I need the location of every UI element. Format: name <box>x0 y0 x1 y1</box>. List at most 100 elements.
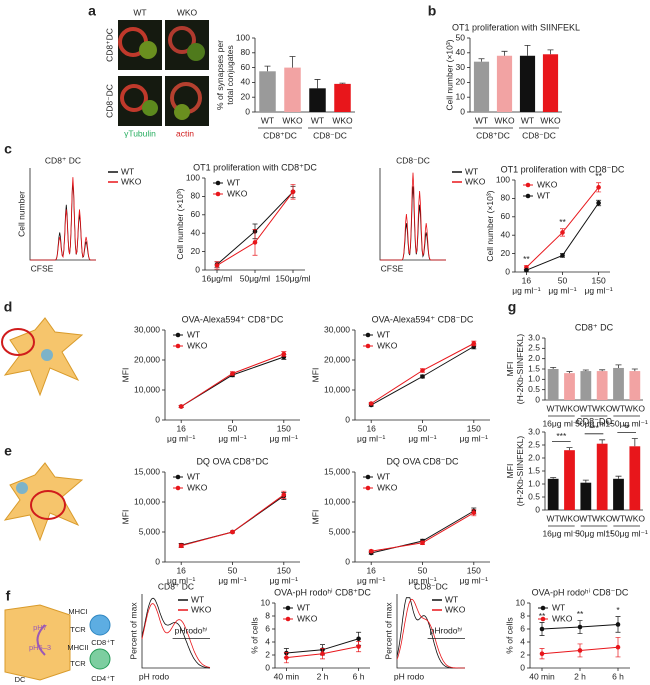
histogram <box>396 598 465 669</box>
error-bar <box>582 479 589 483</box>
x-tick-label: 50 <box>228 565 238 575</box>
axis <box>379 168 446 261</box>
histogram <box>380 186 446 261</box>
panel-letter: g <box>508 299 517 315</box>
group-label: CD8⁺DC <box>263 130 297 140</box>
legend-label: WKO <box>377 482 398 492</box>
y-tick-label: 10,000 <box>324 384 350 394</box>
error-bar <box>582 369 589 372</box>
column-label: WT <box>133 7 146 17</box>
y-tick-label: 100 <box>186 172 200 182</box>
row-label: CD8⁺DC <box>104 28 114 62</box>
point <box>368 548 374 554</box>
series-line <box>181 495 285 546</box>
y-tick-label: 8 <box>520 610 525 620</box>
x-tick-label: 16 <box>366 423 376 433</box>
flow-title: CD8⁻DC <box>414 581 448 591</box>
y-tick-label: 80 <box>191 191 201 201</box>
y-tick-label: 2.0 <box>528 353 540 363</box>
panel-letter: c <box>4 141 12 157</box>
y-tick-label: 8 <box>265 610 270 620</box>
legend-marker <box>540 605 546 611</box>
diagram-label: CD4⁺T <box>91 674 115 683</box>
annotation: ** <box>623 422 630 432</box>
x-unit-label: μg ml⁻¹ <box>460 433 488 443</box>
x-unit-label: μg ml⁻¹ <box>357 575 385 585</box>
nucleus <box>16 482 28 494</box>
x-tick-label: 16μg/ml <box>202 273 233 283</box>
histogram <box>141 597 210 669</box>
bar <box>334 83 351 112</box>
x-unit-label: μg ml⁻¹ <box>270 433 298 443</box>
y-tick-label: 2.5 <box>528 439 540 449</box>
group-label: CD8⁻DC <box>313 130 347 140</box>
point <box>178 404 184 409</box>
y-tick-label: 5,000 <box>139 526 161 536</box>
series-line <box>371 510 475 554</box>
y-axis-label: % of synapses per <box>215 40 225 110</box>
y-tick-label: 0 <box>535 504 540 514</box>
error-bar <box>631 368 638 372</box>
diagram-label: TCR <box>70 625 86 634</box>
chart-title: OVA-Alexa594⁺ CD8⁻DC <box>372 314 474 324</box>
bar <box>309 88 326 112</box>
x-tick-label: 16 <box>176 423 186 433</box>
y-tick-label: 0 <box>505 266 510 276</box>
x-unit-label: μg ml⁻¹ <box>218 575 246 585</box>
x-unit-label: μg ml⁻¹ <box>357 433 385 443</box>
axis <box>164 472 300 563</box>
panel-letter: f <box>6 588 11 604</box>
legend-label: WKO <box>187 340 208 350</box>
group-label: 16μg ml⁻¹ <box>542 418 580 428</box>
y-tick-label: 40 <box>241 77 251 87</box>
bar <box>613 367 624 400</box>
y-axis-label: MFI <box>120 510 130 525</box>
bar <box>547 369 559 400</box>
flow-title: CD8⁻DC <box>396 155 430 165</box>
y-tick-label: 5,000 <box>329 526 351 536</box>
x-tick-label: 150μg/ml <box>275 273 310 283</box>
y-axis-label: Cell number (×10³) <box>175 188 185 259</box>
y-tick-label: 0.5 <box>528 491 540 501</box>
chart-title: CD8⁺ DC <box>575 322 614 332</box>
error-bar <box>631 438 638 447</box>
bar <box>542 54 559 112</box>
y-axis-label: total conjugates <box>225 45 235 105</box>
flow-xlabel: pH rodo <box>139 671 170 681</box>
legend-label: WKO <box>121 176 142 186</box>
x-tick-label: WT <box>521 115 534 125</box>
legend-label: WKO <box>187 482 208 492</box>
x-tick-label: WT <box>475 115 488 125</box>
flow-ylabel: Cell number <box>16 191 26 237</box>
bar <box>629 371 641 400</box>
y-tick-label: 4 <box>265 636 270 646</box>
point <box>281 351 287 357</box>
point <box>320 651 325 656</box>
legend-label: WT <box>377 471 390 481</box>
bar <box>284 67 301 112</box>
legend-label: WT <box>465 166 478 176</box>
y-tick-label: 15,000 <box>324 466 350 476</box>
legend-label: WT <box>227 177 240 187</box>
y-tick-label: 3.0 <box>528 426 540 436</box>
diagram-label: DC <box>15 675 26 684</box>
histogram <box>380 172 446 261</box>
panel-letter: a <box>88 3 96 19</box>
y-axis-label: (H-2Kb-SIINFEKL) <box>515 436 525 507</box>
point <box>420 374 425 379</box>
flow-ylabel: Percent of max <box>383 602 393 660</box>
point <box>560 253 565 258</box>
x-unit-label: μg ml⁻¹ <box>408 433 436 443</box>
error-bar <box>501 50 508 56</box>
x-tick-label: 50 <box>228 423 238 433</box>
x-unit-label: μg ml⁻¹ <box>218 433 246 443</box>
histogram <box>141 603 211 668</box>
legend-label: WT <box>187 329 200 339</box>
annotation: *** <box>589 423 600 433</box>
y-tick-label: 100 <box>496 174 510 184</box>
axis <box>29 168 96 261</box>
error-bar <box>524 45 531 56</box>
y-axis-label: % of cells <box>505 617 515 653</box>
x-tick-label: 150 <box>592 275 606 285</box>
